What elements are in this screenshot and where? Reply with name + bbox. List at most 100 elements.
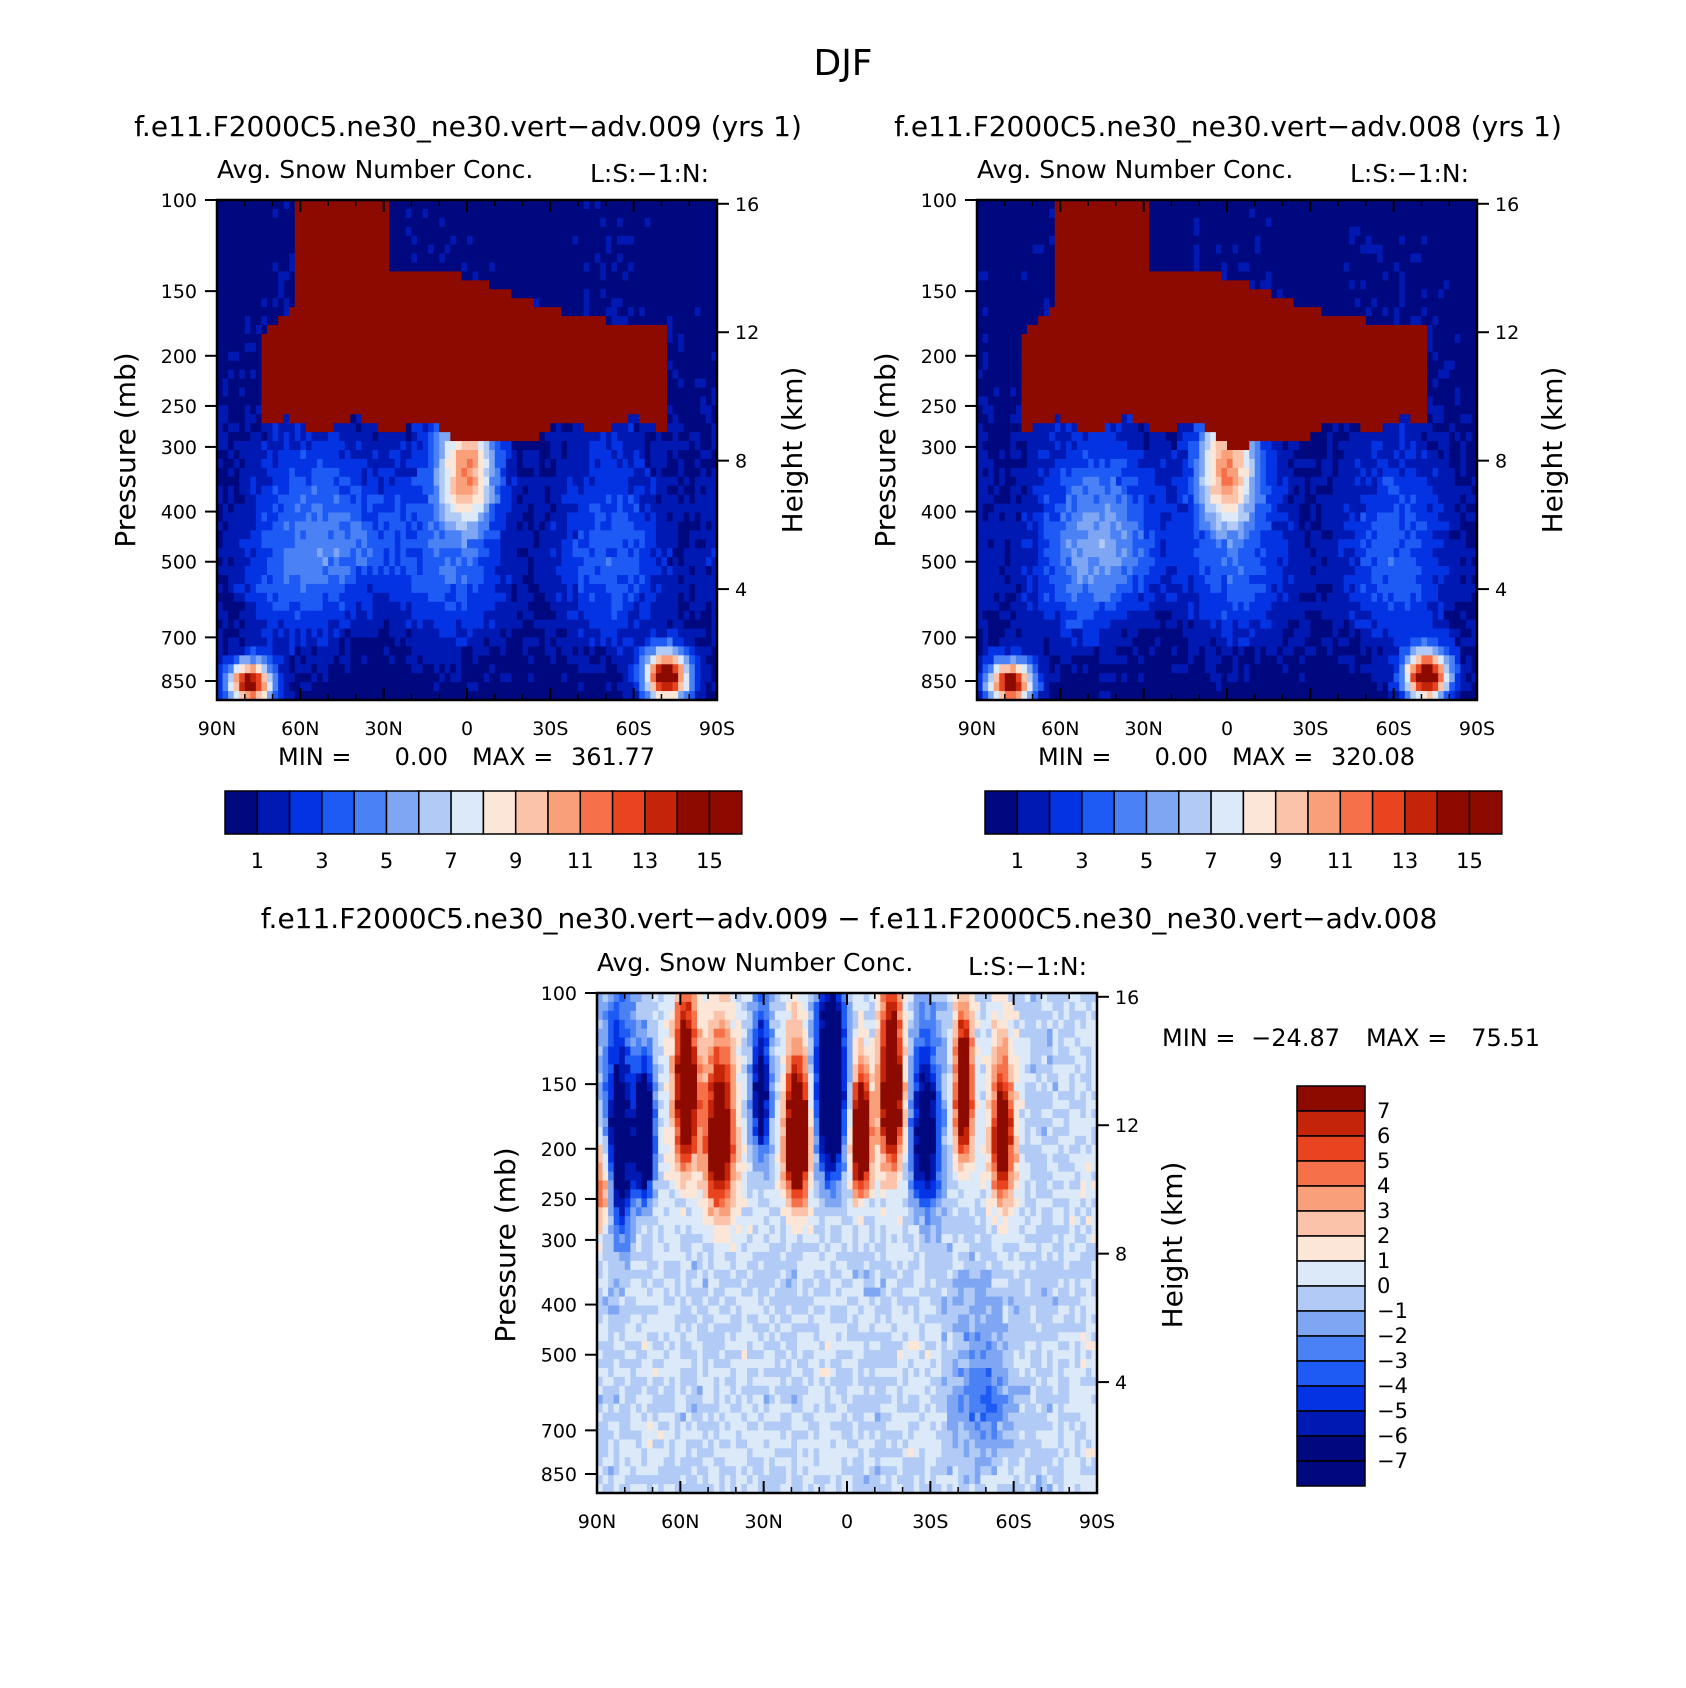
field-cell bbox=[311, 485, 318, 496]
field-cell bbox=[594, 450, 601, 460]
field-cell bbox=[439, 601, 446, 612]
field-cell bbox=[289, 280, 296, 290]
field-cell bbox=[305, 271, 313, 281]
field-cell bbox=[705, 244, 713, 255]
field-cell bbox=[483, 467, 490, 478]
field-cell bbox=[483, 566, 490, 576]
field-cell bbox=[378, 476, 385, 487]
field-cell bbox=[594, 342, 601, 353]
field-cell bbox=[411, 280, 418, 290]
field-cell bbox=[328, 235, 335, 246]
field-cell bbox=[255, 592, 263, 603]
field-cell bbox=[511, 583, 518, 594]
field-cell bbox=[322, 575, 329, 585]
field-cell bbox=[300, 467, 307, 478]
field-cell bbox=[428, 610, 435, 621]
field-cell bbox=[433, 610, 440, 621]
field-cell bbox=[539, 200, 546, 210]
field-cell bbox=[283, 566, 290, 576]
field-cell bbox=[644, 458, 651, 469]
field-cell bbox=[244, 539, 251, 549]
field-cell bbox=[467, 342, 474, 353]
field-cell bbox=[578, 548, 585, 558]
field-cell bbox=[450, 432, 457, 442]
field-cell bbox=[255, 682, 263, 692]
field-cell bbox=[444, 387, 451, 398]
field-cell bbox=[561, 307, 568, 317]
field-cell bbox=[578, 458, 585, 469]
field-cell bbox=[272, 369, 279, 380]
field-cell bbox=[405, 583, 413, 594]
field-cell bbox=[405, 691, 413, 701]
field-cell bbox=[700, 646, 707, 656]
field-cell bbox=[683, 414, 690, 424]
field-cell bbox=[378, 423, 385, 433]
field-cell bbox=[411, 691, 418, 701]
field-cell bbox=[367, 289, 374, 299]
field-cell bbox=[239, 682, 246, 692]
field-cell bbox=[311, 441, 318, 451]
field-cell bbox=[394, 200, 401, 210]
field-cell bbox=[700, 378, 707, 389]
field-cell bbox=[244, 628, 251, 639]
field-cell bbox=[383, 333, 390, 344]
field-cell bbox=[561, 646, 568, 656]
field-cell bbox=[500, 280, 507, 290]
field-cell bbox=[650, 423, 657, 433]
field-cell bbox=[405, 646, 413, 656]
field-cell bbox=[272, 485, 279, 496]
field-cell bbox=[272, 226, 279, 237]
field-cell bbox=[461, 619, 468, 630]
field-cell bbox=[400, 333, 407, 344]
field-cell bbox=[711, 467, 718, 478]
field-cell bbox=[578, 673, 585, 683]
field-cell bbox=[694, 405, 701, 415]
field-cell bbox=[533, 494, 540, 505]
field-cell bbox=[344, 619, 351, 630]
field-cell bbox=[411, 217, 418, 228]
field-cell bbox=[350, 628, 357, 639]
field-cell bbox=[494, 450, 501, 460]
field-cell bbox=[522, 307, 529, 317]
field-cell bbox=[533, 316, 540, 326]
field-cell bbox=[378, 316, 385, 326]
field-cell bbox=[344, 539, 351, 549]
field-cell bbox=[228, 583, 235, 594]
field-cell bbox=[589, 476, 596, 487]
field-cell bbox=[689, 253, 696, 264]
field-cell bbox=[305, 441, 313, 451]
field-cell bbox=[605, 548, 613, 558]
field-cell bbox=[372, 637, 379, 648]
field-cell bbox=[411, 530, 418, 540]
field-cell bbox=[644, 575, 651, 585]
field-cell bbox=[505, 467, 513, 478]
field-cell bbox=[711, 316, 718, 326]
field-cell bbox=[333, 280, 340, 290]
field-cell bbox=[428, 539, 435, 549]
field-cell bbox=[628, 271, 635, 281]
field-cell bbox=[222, 244, 229, 255]
field-cell bbox=[278, 378, 285, 389]
field-cell bbox=[605, 396, 613, 406]
field-cell bbox=[711, 450, 718, 460]
field-cell bbox=[378, 601, 385, 612]
field-cell bbox=[544, 387, 551, 398]
field-cell bbox=[311, 592, 318, 603]
field-cell bbox=[705, 503, 713, 514]
field-cell bbox=[294, 244, 301, 255]
field-cell bbox=[467, 655, 474, 665]
field-cell bbox=[422, 208, 429, 219]
field-cell bbox=[422, 655, 429, 665]
field-cell bbox=[605, 441, 613, 451]
field-cell bbox=[478, 512, 485, 523]
field-cell bbox=[472, 432, 479, 442]
field-cell bbox=[372, 583, 379, 594]
field-cell bbox=[378, 396, 385, 406]
field-cell bbox=[389, 628, 396, 639]
field-cell bbox=[455, 387, 463, 398]
field-cell bbox=[417, 575, 424, 585]
field-cell bbox=[328, 628, 335, 639]
field-cell bbox=[217, 217, 224, 228]
field-cell bbox=[444, 298, 451, 308]
field-cell bbox=[233, 387, 240, 398]
